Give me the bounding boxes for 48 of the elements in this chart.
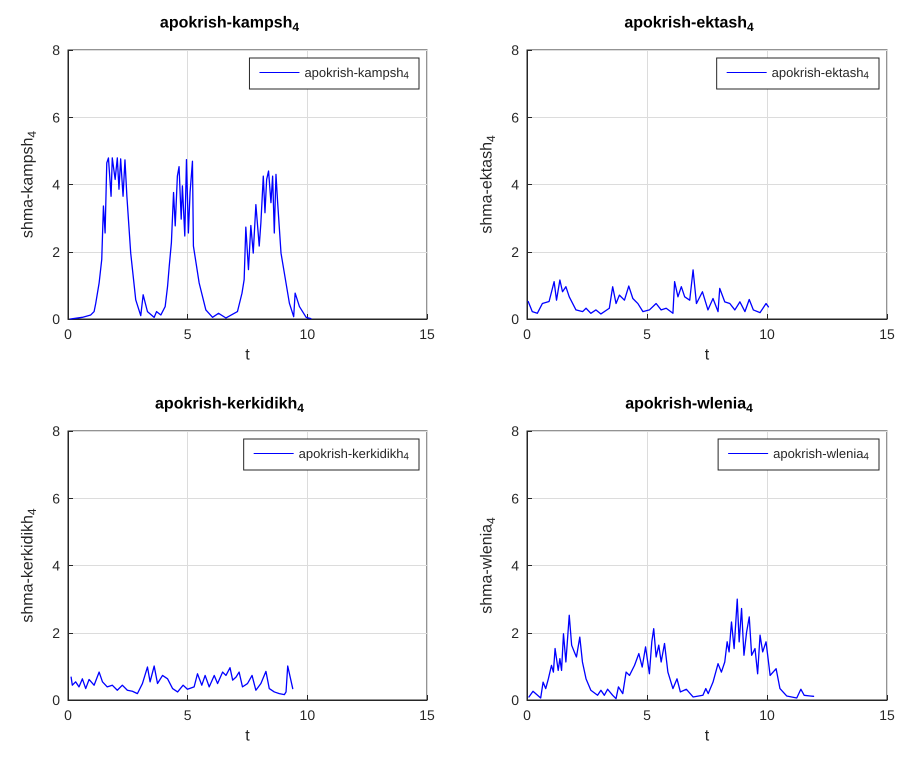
- line-series: [70, 665, 294, 696]
- y-tick-label: 2: [511, 624, 520, 641]
- x-tick-label: 5: [184, 326, 192, 342]
- x-tick-label: 0: [64, 326, 72, 342]
- x-axis-title: t: [704, 346, 710, 364]
- y-axis-title: shma-ektash4: [478, 135, 498, 234]
- x-tick-label: 5: [643, 707, 652, 723]
- x-tick-label: 5: [184, 707, 192, 723]
- y-tick-label: 4: [52, 558, 60, 574]
- y-tick-label: 2: [52, 244, 60, 260]
- x-tick-label: 15: [419, 707, 435, 723]
- x-axis-title: t: [245, 728, 250, 744]
- y-axis-title: shma-kerkidikh4: [20, 508, 39, 623]
- line-series: [528, 269, 770, 315]
- x-tick-label: 15: [419, 326, 435, 342]
- x-tick-label: 0: [64, 707, 72, 723]
- x-tick-label: 10: [300, 707, 316, 723]
- x-tick-label: 15: [879, 326, 895, 342]
- y-tick-label: 4: [52, 176, 60, 192]
- y-axis-title: shma-kampsh4: [20, 130, 39, 238]
- x-tick-label: 0: [523, 326, 532, 342]
- x-tick-label: 15: [879, 707, 895, 723]
- y-tick-label: 8: [52, 42, 60, 58]
- y-tick-label: 0: [52, 692, 60, 708]
- x-axis-title: t: [704, 728, 710, 744]
- y-tick-label: 0: [511, 692, 520, 708]
- x-tick-label: 0: [523, 707, 532, 723]
- x-tick-label: 10: [759, 707, 775, 723]
- line-series: [70, 157, 312, 320]
- x-tick-label: 10: [759, 326, 775, 342]
- line-series: [528, 598, 814, 700]
- y-tick-label: 8: [52, 423, 60, 439]
- y-tick-label: 6: [52, 109, 60, 126]
- y-tick-label: 8: [511, 423, 520, 439]
- x-tick-label: 5: [643, 326, 652, 342]
- y-tick-label: 8: [511, 42, 520, 58]
- y-tick-label: 6: [52, 490, 60, 506]
- x-tick-label: 10: [300, 326, 316, 342]
- y-tick-label: 2: [511, 244, 520, 260]
- y-tick-label: 4: [511, 558, 520, 574]
- y-tick-label: 0: [511, 311, 520, 327]
- y-tick-label: 6: [511, 490, 520, 506]
- y-tick-label: 4: [511, 176, 520, 192]
- y-tick-label: 6: [511, 109, 520, 126]
- y-tick-label: 2: [52, 624, 60, 641]
- x-axis-title: t: [245, 346, 250, 364]
- y-tick-label: 0: [52, 311, 60, 327]
- y-axis-title: shma-wlenia4: [478, 516, 498, 614]
